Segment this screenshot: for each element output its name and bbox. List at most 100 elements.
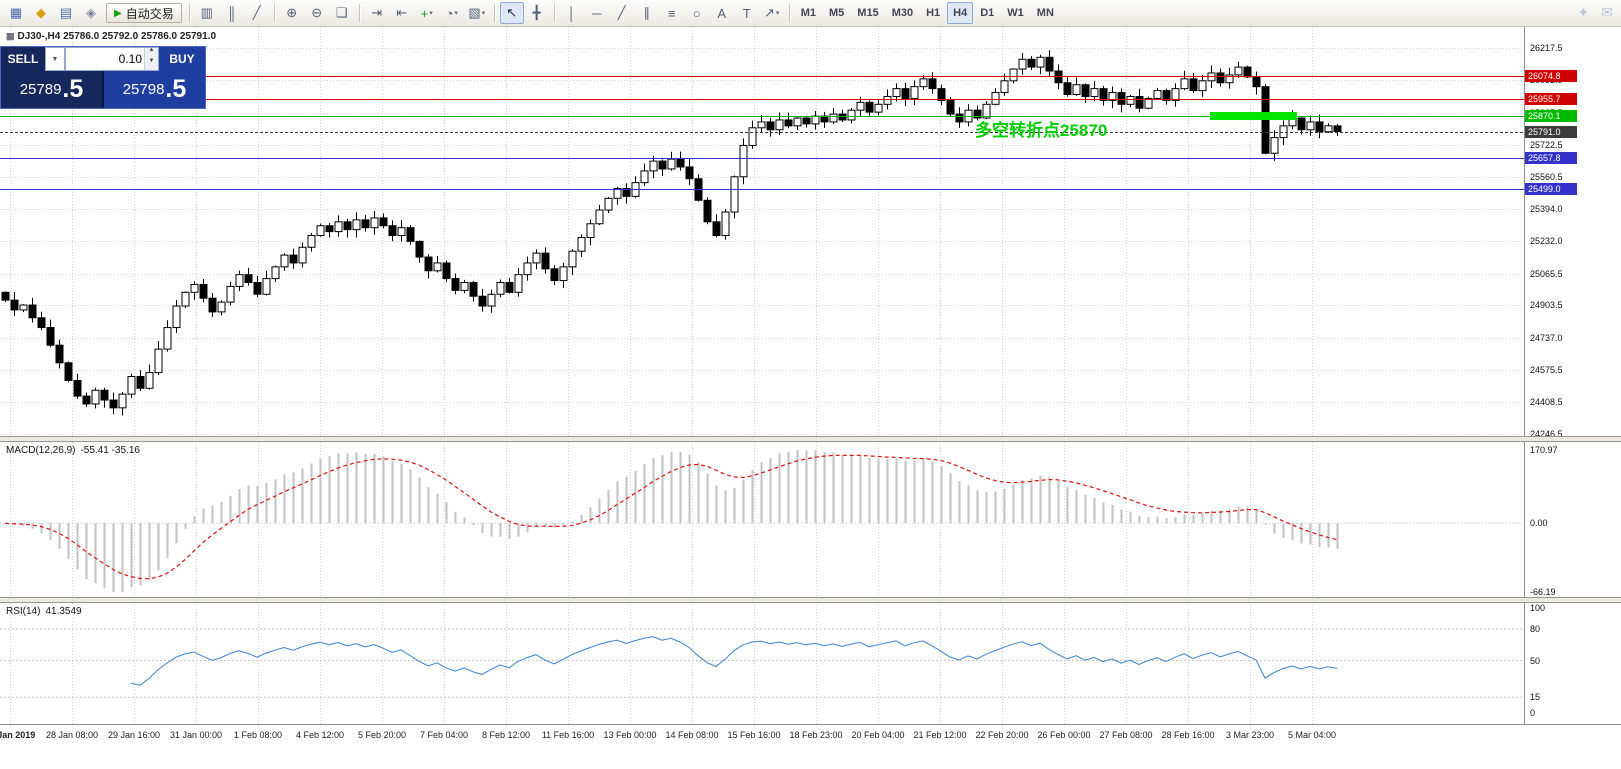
ellipse-icon[interactable]: ○ xyxy=(685,2,709,24)
horizontal-line-icon: ─ xyxy=(592,5,602,21)
candlestick-chart-icon: ║ xyxy=(227,5,237,21)
volume-increase-button[interactable]: ▲ xyxy=(145,47,158,59)
rsi-axis-label: 15 xyxy=(1530,692,1541,703)
buy-price[interactable]: 25798.5 xyxy=(104,71,205,108)
autotrading-button[interactable]: ▶ 自动交易 xyxy=(106,3,182,23)
volume-stepper: ▲ ▼ xyxy=(144,47,158,70)
zoom-in-icon[interactable]: ⊕ xyxy=(280,2,304,24)
buy-button[interactable]: BUY xyxy=(159,47,205,71)
timeframe-button-d1[interactable]: D1 xyxy=(980,7,995,19)
text-icon: A xyxy=(717,5,727,21)
x-axis-label: 18 Feb 23:00 xyxy=(789,730,843,740)
level-price-tag: 26074.8 xyxy=(1525,69,1577,82)
x-axis-label: 11 Feb 16:00 xyxy=(541,730,595,740)
line-chart-icon[interactable]: ╱ xyxy=(245,2,269,24)
sell-button[interactable]: SELL xyxy=(1,47,45,71)
zoom-out-icon[interactable]: ⊖ xyxy=(305,2,329,24)
rsi-name: RSI(14) xyxy=(6,606,41,617)
arrows-icon[interactable]: ↗ ▾ xyxy=(760,2,784,24)
crosshair-icon: ╋ xyxy=(532,5,541,20)
timeframe-button-h1[interactable]: H1 xyxy=(926,7,941,19)
panel-splitter[interactable] xyxy=(0,597,1621,603)
chart-shift-icon: ⇤ xyxy=(396,5,408,20)
level-price-tag: 25657.8 xyxy=(1525,151,1577,164)
timeframe-button-h4[interactable]: H4 xyxy=(947,2,974,24)
x-axis-label: 8 Feb 12:00 xyxy=(481,730,531,740)
candlestick-chart-icon[interactable]: ║ xyxy=(220,2,244,24)
volume-input[interactable] xyxy=(66,48,144,70)
macd-panel-canvas[interactable] xyxy=(0,442,1524,598)
timeframe-button-m5[interactable]: M5 xyxy=(829,7,845,19)
rsi-axis-label: 50 xyxy=(1530,655,1541,666)
x-axis-label: 29 Jan 16:00 xyxy=(107,730,161,740)
periods-icon[interactable]: ◔ ▾ xyxy=(440,2,464,24)
auto-scroll-icon[interactable]: ⇥ xyxy=(365,2,389,24)
text-label-icon[interactable]: T xyxy=(735,2,759,24)
chat-icon[interactable]: ✉ xyxy=(1601,4,1613,20)
cursor-icon[interactable]: ↖ xyxy=(499,2,524,24)
timeframe-button-m15[interactable]: M15 xyxy=(857,7,879,19)
macd-axis-label: 0.00 xyxy=(1530,518,1548,529)
profiles-icon[interactable]: ◆ xyxy=(29,2,53,24)
vertical-line-icon[interactable]: │ xyxy=(560,2,584,24)
macd-name: MACD(12,26,9) xyxy=(6,445,76,456)
tile-windows-icon: ❏ xyxy=(335,5,348,20)
macd-indicator-label: MACD(12,26,9) -55.41 -35.16 xyxy=(6,445,145,456)
channel-icon: ∥ xyxy=(643,5,650,20)
chart-title: ▦ DJ30-,H4 25786.0 25792.0 25786.0 25791.… xyxy=(6,31,216,42)
timeframe-button-w1[interactable]: W1 xyxy=(1007,7,1024,19)
text-icon[interactable]: A xyxy=(710,2,734,24)
market-watch-icon: ▤ xyxy=(59,5,73,20)
x-axis-label: 31 Jan 00:00 xyxy=(169,730,223,740)
price-axis[interactable]: 26217.526052.525887.525722.525560.525394… xyxy=(1524,27,1621,724)
timeframe-button-mn[interactable]: MN xyxy=(1036,7,1054,19)
x-axis-label: 20 Feb 04:00 xyxy=(851,730,905,740)
one-click-trading-panel: SELL ▼ ▲ ▼ BUY 25789.5 25798.5 xyxy=(0,46,206,109)
market-watch-icon[interactable]: ▤ xyxy=(54,2,78,24)
horizontal-line-icon[interactable]: ─ xyxy=(585,2,609,24)
y-axis-label: 24575.5 xyxy=(1530,364,1563,375)
bar-chart-icon: ▥ xyxy=(200,5,213,20)
highlight-zone[interactable] xyxy=(1210,112,1297,121)
bar-chart-icon[interactable]: ▥ xyxy=(195,2,219,24)
crosshair-icon[interactable]: ╋ xyxy=(525,2,549,24)
toolbar-icons: ▦ ◆ ▤ ◈ ▶ 自动交易 ▥ ║ ╱ ⊕ ⊖ ❏ ⇥ ⇤ + ▾ ◔ ▾ ▧ ▾ ↖ ╋ │ ─ ╱ ∥ ≡ ○ A T ↗ ▾ xyxy=(4,2,794,24)
rsi-panel-canvas[interactable] xyxy=(0,603,1524,724)
channel-icon[interactable]: ∥ xyxy=(635,2,659,24)
volume-decrease-button[interactable]: ▼ xyxy=(145,58,158,70)
tile-windows-icon[interactable]: ❏ xyxy=(330,2,354,24)
navigator-icon: ◈ xyxy=(86,5,96,20)
arrows-icon: ↗ xyxy=(764,5,775,20)
timeframe-button-m1[interactable]: M1 xyxy=(800,7,816,19)
level-price-tag: 25955.7 xyxy=(1525,93,1577,106)
new-order-icon[interactable]: ▦ xyxy=(4,2,28,24)
chart-annotation-text[interactable]: 多空转折点25870 xyxy=(975,121,1108,140)
x-axis-label: 5 Feb 20:00 xyxy=(357,730,407,740)
x-axis-label: 28 Jan 2019 xyxy=(0,730,36,740)
fibonacci-icon[interactable]: ≡ xyxy=(660,2,684,24)
x-axis-label: 7 Feb 04:00 xyxy=(419,730,469,740)
main-chart-canvas[interactable] xyxy=(0,27,1524,436)
volume-preset-dropdown[interactable]: ▼ xyxy=(45,47,65,71)
templates-icon[interactable]: ▧ ▾ xyxy=(465,2,489,24)
sell-price[interactable]: 25789.5 xyxy=(1,71,104,108)
community-icon[interactable]: ✦ xyxy=(1577,4,1590,20)
timeframe-button-m30[interactable]: M30 xyxy=(891,7,914,19)
indicators-icon[interactable]: + ▾ xyxy=(415,2,439,24)
panel-splitter[interactable] xyxy=(0,436,1621,442)
new-order-icon: ▦ xyxy=(9,5,23,20)
autotrading-label: 自动交易 xyxy=(125,6,174,21)
chart-shift-icon[interactable]: ⇤ xyxy=(390,2,414,24)
toolbar-separator xyxy=(553,4,555,22)
time-axis[interactable]: 28 Jan 2019 28 Jan 08:00 29 Jan 16:00 31 Ja… xyxy=(0,724,1621,769)
y-axis-label: 25394.0 xyxy=(1530,204,1563,215)
ellipse-icon: ○ xyxy=(692,5,701,21)
templates-icon: ▧ xyxy=(468,5,481,20)
trendline-icon[interactable]: ╱ xyxy=(610,2,634,24)
x-axis-label: 4 Feb 12:00 xyxy=(295,730,345,740)
chevron-down-icon: ▾ xyxy=(429,10,433,17)
macd-histogram xyxy=(13,450,1339,592)
rsi-axis-label: 80 xyxy=(1530,624,1541,634)
navigator-icon[interactable]: ◈ xyxy=(79,2,103,24)
